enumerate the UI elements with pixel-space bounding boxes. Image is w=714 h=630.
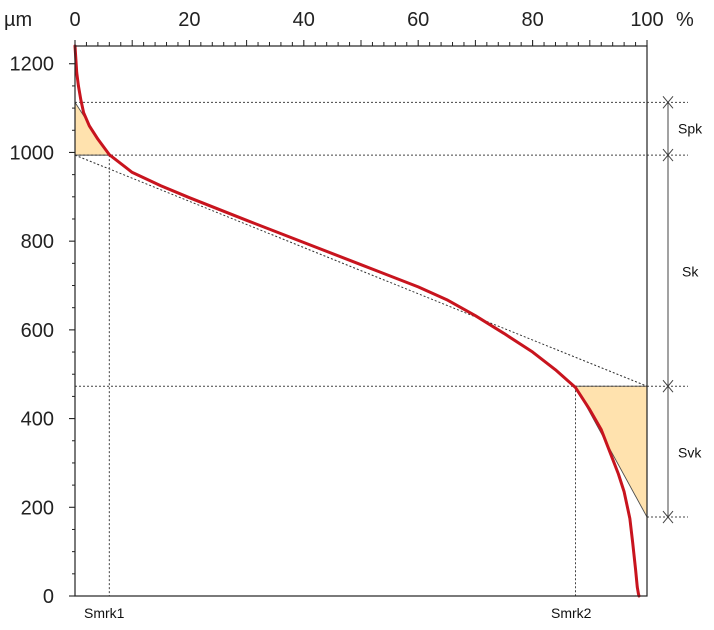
equivalent-line (74, 154, 648, 387)
curve-layer (73, 44, 641, 598)
y-tick-label: 800 (21, 231, 54, 253)
x-tick-label: 0 (69, 9, 80, 31)
guide-lines-layer (74, 96, 688, 596)
svk-lower-marker (662, 510, 674, 524)
spk-upper-marker (662, 96, 674, 109)
x-unit-label: % (676, 9, 694, 31)
spk-label: Spk (678, 121, 703, 137)
y-tick-label: 600 (21, 320, 54, 342)
svk-label: Svk (678, 445, 702, 461)
y-unit-label: µm (4, 9, 32, 31)
sk-label: Sk (682, 264, 699, 280)
x-tick-label: 100 (630, 9, 663, 31)
ticks-layer: 0 200 400 600 800 1000 1200 0 20 40 60 80 100 (10, 9, 664, 608)
smrk1-label: Smrk1 (84, 605, 125, 621)
labels-layer: Spk Sk Svk Smrk1 Smrk2 (84, 121, 703, 621)
sk-upper-marker (662, 148, 674, 162)
y-tick-label: 1200 (10, 54, 55, 76)
x-tick-label: 60 (407, 9, 429, 31)
sk-lower-marker (662, 379, 674, 393)
x-tick-label: 20 (178, 9, 200, 31)
smrk2-label: Smrk2 (551, 605, 592, 621)
y-tick-label: 0 (43, 586, 54, 608)
x-tick-label: 40 (293, 9, 315, 31)
y-tick-label: 200 (21, 497, 54, 519)
y-tick-label: 400 (21, 409, 54, 431)
y-tick-label: 1000 (10, 142, 55, 164)
x-tick-label: 80 (521, 9, 543, 31)
material-ratio-curve (73, 44, 641, 598)
